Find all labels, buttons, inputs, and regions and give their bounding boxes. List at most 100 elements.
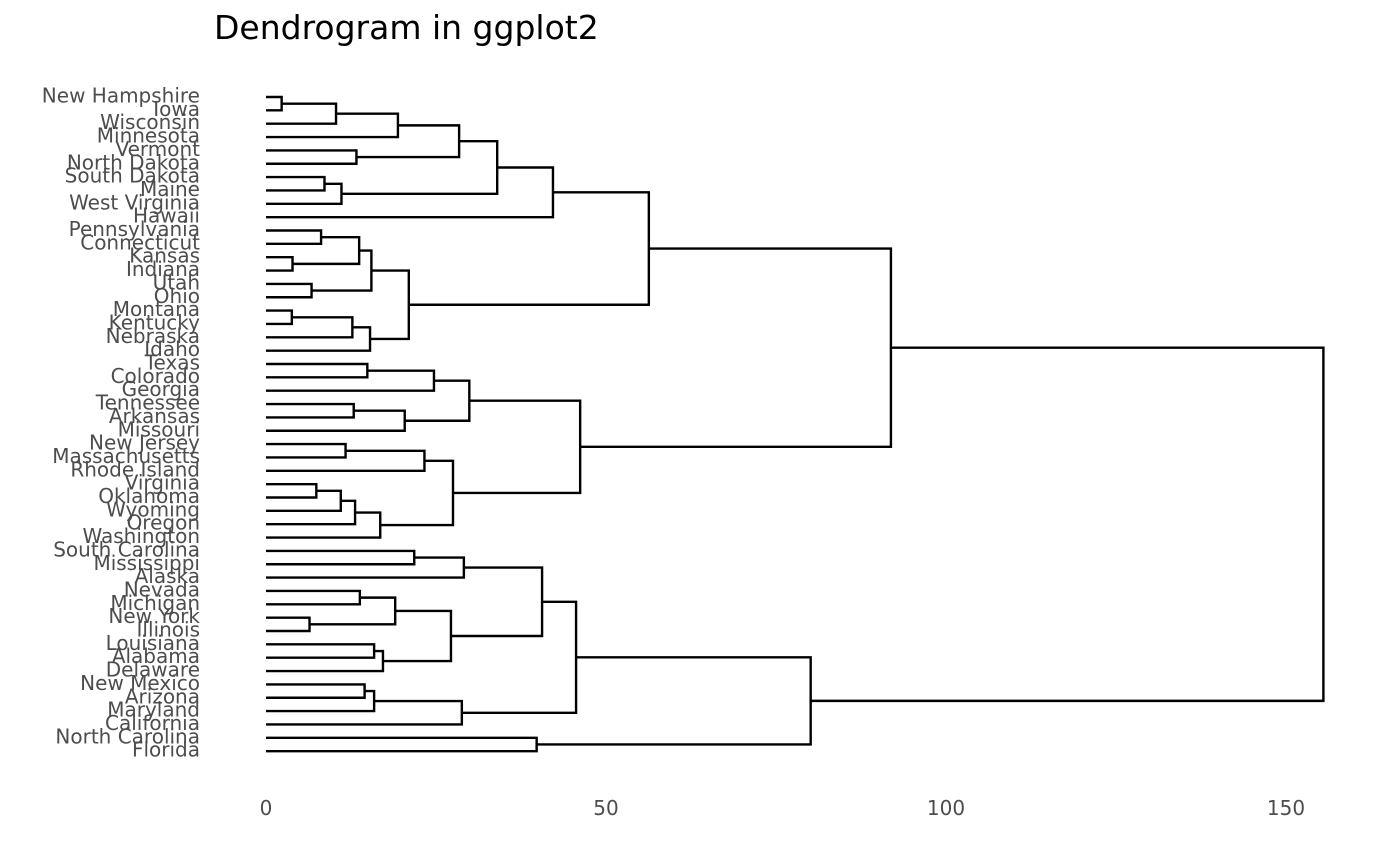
dendrogram-branch: [266, 683, 366, 699]
leaf-label: Texas: [144, 351, 200, 375]
leaf-label: Rhode Island: [70, 457, 200, 481]
dendrogram-branch: [266, 149, 358, 165]
leaf-label: Missouri: [118, 417, 200, 441]
dendrogram-branch: [266, 616, 311, 633]
dendrogram-branch: [382, 609, 453, 663]
leaf-label: Delaware: [106, 658, 200, 682]
dendrogram-branch: [266, 736, 538, 753]
leaf-label: Maine: [140, 177, 200, 201]
leaf-label: South Dakota: [65, 164, 200, 188]
dendrogram-branch: [356, 124, 461, 159]
dendrogram-branch: [266, 589, 362, 606]
leaf-label: Indiana: [126, 257, 200, 281]
dendrogram-branch: [266, 256, 294, 272]
leaf-label: Alaska: [135, 564, 200, 588]
leaf-label: Colorado: [111, 364, 200, 388]
leaf-label: Maryland: [107, 698, 200, 722]
dendrogram-branch: [536, 656, 812, 746]
dendrogram-branch: [266, 316, 354, 339]
dendrogram-branch: [266, 409, 406, 432]
dendrogram-branch: [311, 249, 373, 292]
leaf-label: California: [105, 711, 200, 735]
leaf-label: New York: [108, 604, 200, 628]
dendrogram-branch: [461, 600, 578, 714]
x-tick-label: 150: [1267, 796, 1305, 820]
chart-title: Dendrogram in ggplot2: [214, 8, 599, 47]
leaf-label: New Jersey: [89, 431, 200, 455]
dendrogram-branch: [266, 369, 436, 392]
dendrogram-branch: [266, 282, 313, 299]
leaf-label: New Mexico: [80, 671, 200, 695]
dendrogram-branch: [266, 402, 355, 419]
dendrogram-branch: [266, 649, 385, 673]
dendrogram-branch: [580, 247, 893, 449]
dendrogram-branch: [266, 442, 347, 459]
x-tick-label: 50: [593, 796, 618, 820]
leaf-label: Virginia: [125, 471, 200, 495]
leaf-label: New Hampshire: [42, 84, 200, 108]
leaf-label: Wisconsin: [100, 110, 200, 134]
leaf-label: Iowa: [153, 97, 200, 121]
leaf-label: Minnesota: [97, 124, 200, 148]
dendrogram-branch: [266, 689, 376, 713]
dendrogram-branch: [341, 140, 499, 195]
leaf-label: Oregon: [127, 511, 200, 535]
leaf-label: Illinois: [137, 618, 200, 642]
dendrogram-branch: [266, 102, 338, 125]
dendrogram-branch: [309, 596, 397, 626]
leaf-label: Michigan: [110, 591, 200, 615]
leaf-labels: New HampshireIowaWisconsinMinnesotaVermo…: [42, 84, 201, 762]
dendrogram-branch: [266, 699, 464, 726]
leaf-label: Wyoming: [106, 497, 200, 521]
leaf-label: Florida: [132, 738, 200, 762]
leaf-label: Idaho: [144, 337, 200, 361]
leaf-label: Vermont: [115, 137, 200, 161]
leaf-label: Montana: [113, 297, 200, 321]
leaf-label: Alabama: [112, 644, 200, 668]
leaf-label: Arizona: [125, 684, 200, 708]
leaf-label: South Carolina: [53, 537, 200, 561]
dendrogram-branch: [266, 229, 323, 246]
dendrogram-branch: [266, 489, 342, 513]
dendrogram-branch: [266, 182, 343, 205]
dendrogram-branch: [266, 175, 326, 192]
dendrogram-branch: [266, 166, 555, 219]
dendrogram-branch: [266, 112, 400, 139]
dendrogram-branches: [266, 95, 1325, 753]
dendrogram-branch: [266, 95, 283, 112]
leaf-label: Utah: [153, 270, 200, 294]
dendrogram-branch: [266, 309, 294, 326]
leaf-label: Ohio: [154, 284, 200, 308]
leaf-label: Kansas: [129, 244, 200, 268]
dendrogram-branch: [292, 235, 361, 266]
dendrogram-branch: [453, 399, 582, 495]
leaf-label: Arkansas: [109, 404, 200, 428]
dendrogram-branch: [266, 482, 318, 499]
leaf-label: Oklahoma: [98, 484, 200, 508]
leaf-label: Louisiana: [106, 631, 200, 655]
x-axis-tick-labels: 0 50 100 150: [260, 796, 1305, 820]
x-tick-label: 100: [927, 796, 965, 820]
leaf-label: Tennessee: [95, 391, 200, 415]
leaf-label: Nebraska: [106, 324, 200, 348]
leaf-label: North Dakota: [67, 150, 200, 174]
leaf-label: Kentucky: [109, 310, 200, 334]
leaf-label: West Virginia: [69, 190, 200, 214]
dendrogram-branch: [408, 191, 651, 306]
dendrogram-branch: [404, 379, 471, 422]
dendrogram-branch: [266, 362, 369, 379]
leaf-label: Connecticut: [80, 230, 200, 254]
dendrogram-branch: [266, 326, 372, 352]
dendrogram-branch: [266, 643, 376, 659]
leaf-label: Pennsylvania: [69, 217, 200, 241]
leaf-label: Nevada: [124, 577, 200, 601]
leaf-label: Georgia: [122, 377, 200, 401]
dendrogram-branch: [266, 549, 416, 566]
leaf-label: Mississippi: [93, 551, 200, 575]
leaf-label: North Carolina: [55, 724, 200, 748]
leaf-label: Massachusetts: [52, 444, 200, 468]
leaf-label: Washington: [82, 524, 200, 548]
dendrogram-branch: [370, 269, 410, 341]
leaf-label: Hawaii: [133, 204, 200, 228]
